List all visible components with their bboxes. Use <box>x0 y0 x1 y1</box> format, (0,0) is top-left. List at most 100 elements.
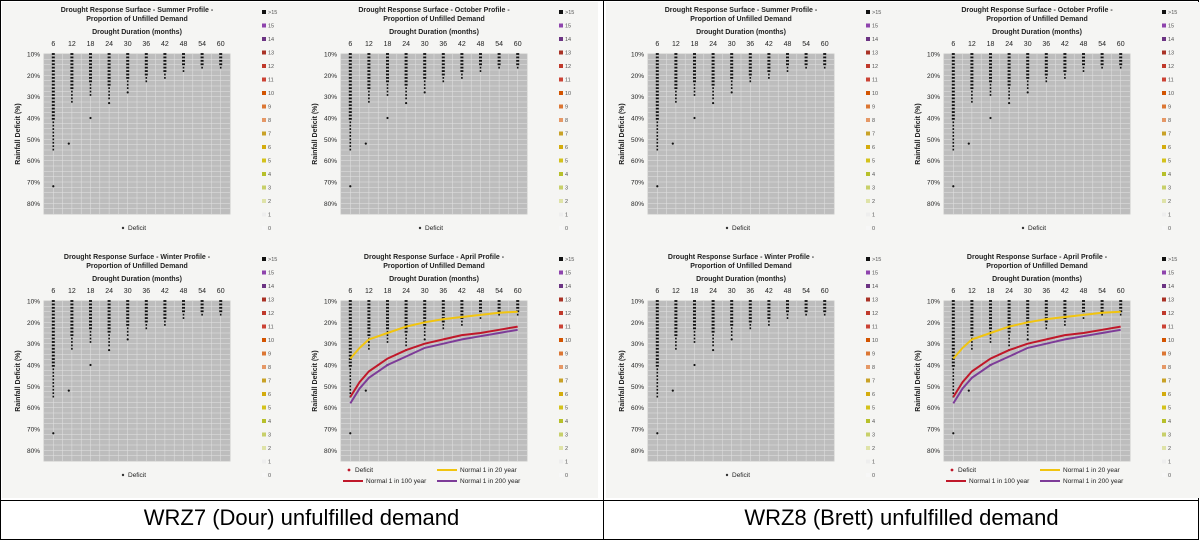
deficit-point <box>405 90 407 93</box>
deficit-point <box>952 121 955 124</box>
deficit-point <box>108 337 110 340</box>
scale-label: 14 <box>1168 284 1174 290</box>
deficit-point <box>989 90 992 93</box>
scale-label: 5 <box>565 406 568 412</box>
scale-swatch <box>866 284 870 288</box>
deficit-point <box>989 70 992 72</box>
chart-grid-wrz8: Drought Response Surface - Summer Profil… <box>619 7 1177 485</box>
deficit-point <box>126 313 130 316</box>
deficit-point <box>51 97 55 100</box>
y-tick-label: 70% <box>927 427 940 434</box>
chart-title: Proportion of Unfilled Demand <box>383 263 485 270</box>
deficit-point <box>348 334 352 337</box>
scale-swatch <box>559 104 563 109</box>
scale-label: 10 <box>1168 91 1174 97</box>
scale-label: 1 <box>565 213 568 219</box>
y-tick-label: 20% <box>927 73 940 80</box>
scale-swatch <box>1162 311 1166 315</box>
scale-label: 1 <box>268 213 271 219</box>
deficit-point <box>952 392 955 395</box>
deficit-point <box>145 80 148 83</box>
deficit-point <box>1100 300 1104 302</box>
deficit-point <box>693 320 696 323</box>
deficit-point <box>404 320 408 323</box>
scale-swatch <box>559 284 563 288</box>
scale-swatch <box>559 91 563 95</box>
deficit-point <box>952 131 955 134</box>
deficit-point <box>1007 300 1011 302</box>
deficit-point <box>1044 53 1048 55</box>
deficit-point <box>693 56 696 59</box>
x-tick-label: 42 <box>161 41 169 48</box>
scale-label: 11 <box>872 325 878 331</box>
deficit-outlier <box>693 116 696 120</box>
deficit-point <box>693 323 696 326</box>
deficit-point <box>163 53 167 55</box>
series-line <box>349 328 518 404</box>
deficit-point <box>89 66 92 69</box>
deficit-point <box>970 306 974 309</box>
deficit-point <box>971 97 973 100</box>
deficit-point <box>656 385 659 388</box>
scale-label: 15 <box>872 24 878 30</box>
scale-swatch <box>1162 446 1166 450</box>
deficit-point <box>497 310 501 313</box>
y-axis-label: Rainfall Deficit (%) <box>312 350 319 411</box>
scale-swatch <box>866 432 870 437</box>
deficit-point <box>1044 320 1048 323</box>
chart-title: Proportion of Unfilled Demand <box>86 263 188 270</box>
deficit-point <box>693 53 696 55</box>
deficit-point <box>1044 70 1048 72</box>
deficit-point <box>823 310 827 313</box>
scale-label: 13 <box>565 51 571 57</box>
deficit-point <box>107 330 111 333</box>
deficit-point <box>655 107 659 110</box>
x-tick-label: 60 <box>514 41 522 48</box>
scale-label: 0 <box>872 473 875 479</box>
deficit-point <box>89 313 92 316</box>
deficit-point <box>348 306 352 309</box>
chart-title: Drought Response Surface - October Profi… <box>961 7 1113 14</box>
deficit-point <box>441 320 445 323</box>
x-tick-label: 54 <box>1098 41 1106 48</box>
deficit-point <box>711 310 715 313</box>
deficit-point <box>200 300 204 302</box>
scale-swatch <box>866 226 870 230</box>
deficit-point <box>348 90 352 93</box>
x-tick-label: 36 <box>746 41 754 48</box>
deficit-point <box>348 53 352 55</box>
deficit-point <box>441 53 445 55</box>
deficit-point <box>52 135 55 137</box>
deficit-point <box>70 63 74 66</box>
deficit-point <box>989 313 992 316</box>
deficit-point <box>1082 66 1085 69</box>
deficit-point <box>1064 320 1066 323</box>
scale-label: 11 <box>565 325 571 331</box>
scale-swatch <box>262 311 266 315</box>
deficit-point <box>748 320 752 323</box>
x-tick-label: 24 <box>709 41 717 48</box>
deficit-point <box>144 70 148 72</box>
deficit-point <box>163 317 167 319</box>
scale-swatch <box>866 338 870 342</box>
deficit-point <box>951 94 955 96</box>
deficit-point <box>823 313 826 316</box>
deficit-point <box>655 358 659 360</box>
deficit-point <box>655 56 659 59</box>
deficit-point <box>70 327 74 330</box>
deficit-point <box>460 310 464 313</box>
scale-swatch <box>1162 365 1166 369</box>
x-tick-label: 54 <box>495 41 503 48</box>
scale-swatch <box>559 257 563 261</box>
x-tick-label: 36 <box>1042 41 1050 48</box>
deficit-point <box>108 94 110 96</box>
deficit-point <box>423 323 427 326</box>
y-tick-label: 20% <box>927 320 940 327</box>
deficit-point <box>349 148 352 151</box>
deficit-point <box>656 371 659 374</box>
deficit-point <box>404 76 408 79</box>
scale-swatch <box>1162 77 1166 82</box>
deficit-point <box>71 90 73 93</box>
deficit-point <box>989 337 992 340</box>
scale-label: 11 <box>872 78 878 84</box>
